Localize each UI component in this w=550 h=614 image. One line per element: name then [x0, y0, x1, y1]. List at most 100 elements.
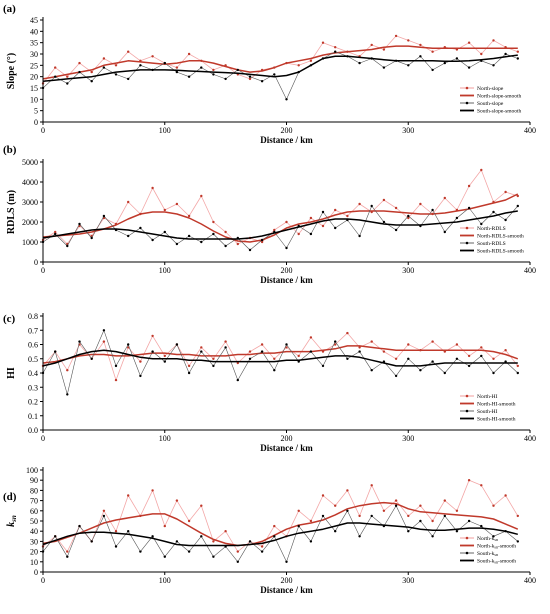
- data-point: [151, 334, 154, 338]
- data-point: [504, 218, 507, 222]
- data-point: [285, 98, 288, 101]
- data-point: [66, 550, 69, 553]
- data-point: [187, 52, 191, 56]
- data-point: [358, 350, 361, 353]
- data-point: [321, 364, 325, 368]
- y-tick-label: 40: [30, 527, 38, 536]
- data-point: [187, 364, 191, 368]
- legend-label: North-ksn: [477, 536, 498, 542]
- data-point: [285, 246, 288, 250]
- data-point: [224, 244, 227, 248]
- data-point: [321, 514, 325, 518]
- data-point: [480, 354, 483, 358]
- data-point: [273, 369, 276, 372]
- data-point: [443, 514, 446, 518]
- y-tick-label: 10: [30, 558, 38, 567]
- data-point: [127, 530, 130, 533]
- data-point: [114, 64, 118, 67]
- data-point: [480, 524, 483, 528]
- y-tick-label: 5000: [22, 158, 38, 167]
- data-point: [248, 540, 252, 543]
- data-point: [455, 530, 459, 533]
- data-point: [90, 540, 93, 543]
- data-point: [175, 343, 179, 346]
- data-point: [431, 535, 434, 538]
- data-point: [54, 230, 57, 234]
- data-point: [54, 350, 57, 353]
- data-point: [285, 560, 288, 563]
- data-point: [309, 350, 313, 353]
- data-point: [187, 214, 191, 218]
- x-tick-label: 400: [524, 266, 536, 275]
- data-point: [248, 77, 252, 81]
- data-point: [200, 66, 203, 69]
- y-tick-label: 80: [30, 486, 38, 495]
- y-tick-label: 5: [34, 107, 38, 116]
- data-point: [382, 509, 386, 512]
- x-tick-label: 300: [402, 126, 414, 135]
- x-tick-label: 100: [159, 266, 171, 275]
- data-point: [321, 41, 325, 44]
- data-point: [504, 494, 507, 497]
- data-point: [139, 64, 142, 67]
- series-line-smooth-north: [42, 193, 519, 243]
- data-point: [516, 371, 519, 375]
- data-point: [260, 343, 264, 346]
- data-point: [175, 66, 179, 69]
- legend-label: North-HI: [477, 394, 498, 400]
- data-point: [334, 343, 337, 346]
- data-point: [78, 340, 81, 343]
- data-point: [236, 68, 239, 72]
- data-point: [467, 66, 471, 69]
- data-point: [455, 216, 459, 220]
- data-point: [236, 550, 239, 553]
- data-point: [492, 357, 495, 360]
- data-point: [321, 494, 325, 497]
- data-point: [480, 168, 483, 172]
- data-point: [480, 52, 483, 56]
- data-point: [467, 354, 471, 358]
- data-point: [394, 499, 398, 502]
- series-line-raw-south: [42, 205, 519, 251]
- data-point: [431, 340, 434, 343]
- data-point: [492, 210, 495, 214]
- data-point: [54, 75, 57, 78]
- y-tick-label: 25: [30, 61, 38, 70]
- data-point: [236, 378, 239, 382]
- y-tick-label: 40: [30, 27, 38, 36]
- data-point: [248, 350, 252, 353]
- x-axis-label: Distance / km: [260, 443, 313, 453]
- legend-label: South-RDLS-smooth: [477, 249, 524, 255]
- data-point: [212, 357, 215, 360]
- data-point: [309, 59, 313, 62]
- legend-label: North-ksn-smooth: [477, 544, 516, 550]
- data-point: [90, 357, 93, 360]
- data-point: [151, 238, 154, 242]
- data-point: [102, 509, 106, 512]
- data-point: [394, 206, 398, 210]
- data-point: [407, 64, 410, 67]
- data-point: [455, 357, 459, 360]
- y-tick-label: 0.8: [28, 312, 38, 321]
- series-line-smooth-south: [42, 522, 518, 547]
- data-point: [66, 369, 69, 372]
- data-point: [480, 484, 483, 487]
- y-tick-label: 50: [30, 517, 38, 526]
- data-point: [127, 77, 130, 81]
- data-point: [443, 61, 446, 65]
- data-point: [78, 524, 81, 528]
- data-point: [321, 210, 325, 214]
- panel-label: (a): [3, 3, 16, 15]
- data-point: [370, 43, 373, 47]
- data-point: [334, 504, 337, 507]
- y-tick-label: 0.7: [28, 326, 38, 335]
- legend-marker: [465, 536, 469, 540]
- series-line-raw-south: [42, 505, 518, 563]
- data-point: [66, 82, 69, 85]
- data-point: [431, 519, 434, 523]
- data-point: [224, 530, 227, 533]
- series-line-raw-south: [42, 329, 519, 395]
- x-tick-label: 300: [402, 434, 414, 443]
- x-tick-label: 400: [524, 576, 536, 585]
